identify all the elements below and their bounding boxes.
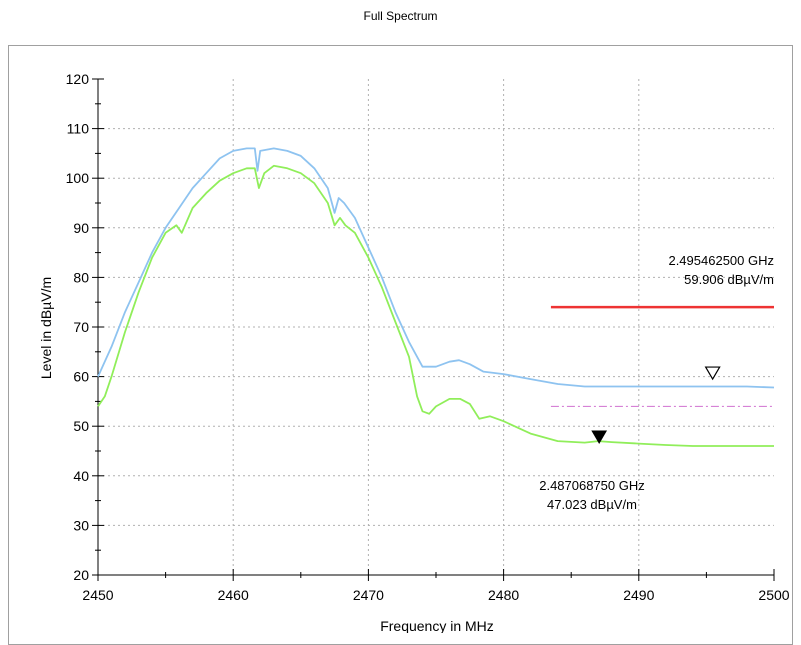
x-tick-label: 2450: [82, 587, 113, 603]
grid: [98, 79, 774, 575]
x-tick-label: 2470: [353, 587, 384, 603]
marker-2-frequency: 2.487068750 GHz: [539, 478, 645, 493]
y-tick-label: 20: [73, 567, 89, 583]
y-tick-label: 90: [73, 220, 89, 236]
y-tick-label: 30: [73, 517, 89, 533]
marker-filled-triangle: [591, 430, 608, 444]
chart-title: Full Spectrum: [363, 9, 438, 23]
marker-hollow-triangle: [704, 366, 721, 381]
y-tick-label: 50: [73, 418, 89, 434]
tick-labels: 20 30 40 50 60 70 80 90 100 110 120 2450 2460 2470 248…: [66, 71, 790, 603]
y-tick-label: 70: [73, 319, 89, 335]
x-axis-label: Frequency in MHz: [380, 618, 494, 633]
series-lines: [97, 147, 775, 447]
y-tick-label: 40: [73, 468, 89, 484]
marker-1-frequency: 2.495462500 GHz: [668, 253, 774, 268]
y-tick-label: 110: [67, 121, 90, 137]
x-tick-label: 2490: [623, 587, 654, 603]
marker-1-level: 59.906 dBµV/m: [684, 272, 774, 287]
marker-2-level: 47.023 dBµV/m: [547, 497, 637, 512]
axes: [92, 78, 775, 581]
series-line-1: [97, 147, 775, 389]
series-line-2: [97, 164, 774, 447]
y-tick-label: 80: [73, 269, 89, 285]
y-tick-label: 60: [73, 369, 89, 385]
x-tick-label: 2460: [218, 587, 249, 603]
y-tick-label: 120: [66, 71, 90, 87]
x-tick-label: 2500: [758, 587, 789, 603]
x-tick-label: 2480: [488, 587, 519, 603]
y-axis-label: Level in dBµV/m: [38, 277, 54, 379]
markers: 2.495462500 GHz 59.906 dBµV/m 2.487068750 …: [539, 253, 774, 512]
y-tick-label: 100: [66, 170, 90, 186]
limit-lines: [550, 305, 774, 407]
